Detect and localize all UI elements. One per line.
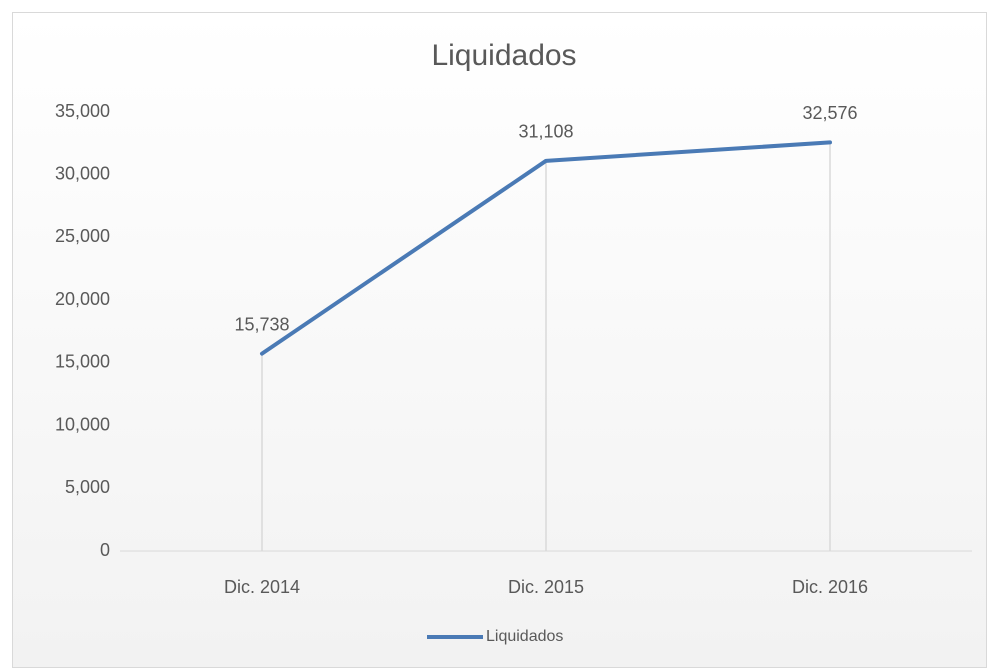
- y-tick-label: 15,000: [55, 352, 110, 372]
- y-tick-label: 25,000: [55, 226, 110, 246]
- x-tick-label: Dic. 2015: [508, 577, 584, 597]
- chart-title: Liquidados: [431, 39, 576, 72]
- y-tick-label: 20,000: [55, 289, 110, 309]
- y-tick-label: 0: [100, 540, 110, 560]
- data-label: 31,108: [518, 122, 573, 142]
- x-tick-label: Dic. 2016: [792, 577, 868, 597]
- y-tick-label: 30,000: [55, 163, 110, 183]
- data-label: 32,576: [802, 103, 857, 123]
- data-line: [260, 140, 832, 356]
- legend-label: Liquidados: [486, 628, 563, 645]
- y-tick-label: 35,000: [55, 101, 110, 121]
- x-tick-label: Dic. 2014: [224, 577, 300, 597]
- chart-border: [12, 12, 987, 668]
- y-tick-label: 5,000: [65, 477, 110, 497]
- data-label: 15,738: [234, 314, 289, 334]
- y-tick-label: 10,000: [55, 414, 110, 434]
